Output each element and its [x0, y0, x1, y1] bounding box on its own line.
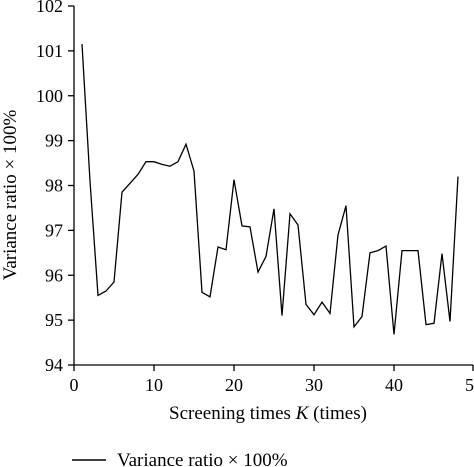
x-axis-title-prefix: Screening times [169, 403, 296, 424]
series-layer [81, 44, 459, 335]
y-tick-label: 96 [45, 265, 63, 285]
data-point [169, 165, 171, 167]
data-point [209, 296, 211, 298]
data-point [97, 295, 99, 297]
data-point [321, 301, 323, 303]
data-point [273, 208, 275, 210]
x-tick-label: 20 [225, 375, 243, 395]
data-point [281, 315, 283, 317]
data-point [233, 179, 235, 181]
data-point [401, 250, 403, 252]
data-point [201, 292, 203, 294]
data-point [361, 316, 363, 318]
y-tick-label: 100 [36, 86, 63, 106]
data-point [225, 249, 227, 251]
data-point [105, 290, 107, 292]
x-tick-label: 30 [305, 375, 323, 395]
data-point [377, 250, 379, 252]
data-point [145, 161, 147, 163]
y-tick-label: 101 [36, 41, 63, 61]
data-point [449, 321, 451, 323]
x-tick-label: 50 [465, 375, 474, 395]
data-point [385, 245, 387, 247]
data-point [297, 224, 299, 226]
data-point [257, 271, 259, 273]
x-axis-ticks: 0 10 20 30 40 50 [70, 365, 474, 395]
data-point [217, 246, 219, 248]
data-points [81, 43, 459, 335]
data-point [457, 176, 459, 178]
x-tick-label: 10 [145, 375, 163, 395]
data-point [425, 324, 427, 326]
data-point [113, 281, 115, 283]
y-tick-label: 98 [45, 176, 63, 196]
data-point [89, 180, 91, 182]
x-tick-label: 40 [385, 375, 403, 395]
data-point [441, 253, 443, 255]
data-point [81, 43, 83, 45]
x-axis-title-suffix: (times) [308, 403, 367, 424]
x-tick-label: 0 [70, 375, 79, 395]
data-point [313, 314, 315, 316]
x-axis-title: Screening times K (times) [169, 403, 367, 424]
data-point [161, 164, 163, 166]
legend: Variance ratio × 100% [72, 450, 288, 467]
data-point [185, 143, 187, 145]
data-point [353, 326, 355, 328]
data-point [265, 256, 267, 258]
data-point [409, 250, 411, 252]
y-tick-label: 102 [36, 0, 63, 16]
legend-label: Variance ratio × 100% [117, 450, 288, 467]
data-point [433, 323, 435, 325]
data-point [393, 334, 395, 336]
series-line [81, 44, 459, 335]
data-point [193, 170, 195, 172]
data-point [249, 226, 251, 228]
data-point [337, 234, 339, 236]
data-point [329, 313, 331, 315]
data-point [369, 252, 371, 254]
y-tick-label: 95 [45, 310, 63, 330]
y-axis-ticks: 94 95 96 97 98 99 100 101 102 [36, 0, 74, 375]
y-axis-title: Variance ratio × 100% [0, 110, 21, 281]
data-point [345, 205, 347, 207]
data-point [177, 161, 179, 163]
data-point [137, 174, 139, 176]
y-tick-label: 94 [45, 355, 63, 375]
y-tick-label: 97 [45, 220, 63, 240]
data-point [153, 161, 155, 163]
data-point [305, 304, 307, 306]
x-axis-title-variable: K [295, 403, 310, 424]
data-point [241, 225, 243, 227]
data-point [129, 183, 131, 185]
data-point [289, 213, 291, 215]
data-point [121, 191, 123, 193]
y-tick-label: 99 [45, 131, 63, 151]
data-point [417, 250, 419, 252]
